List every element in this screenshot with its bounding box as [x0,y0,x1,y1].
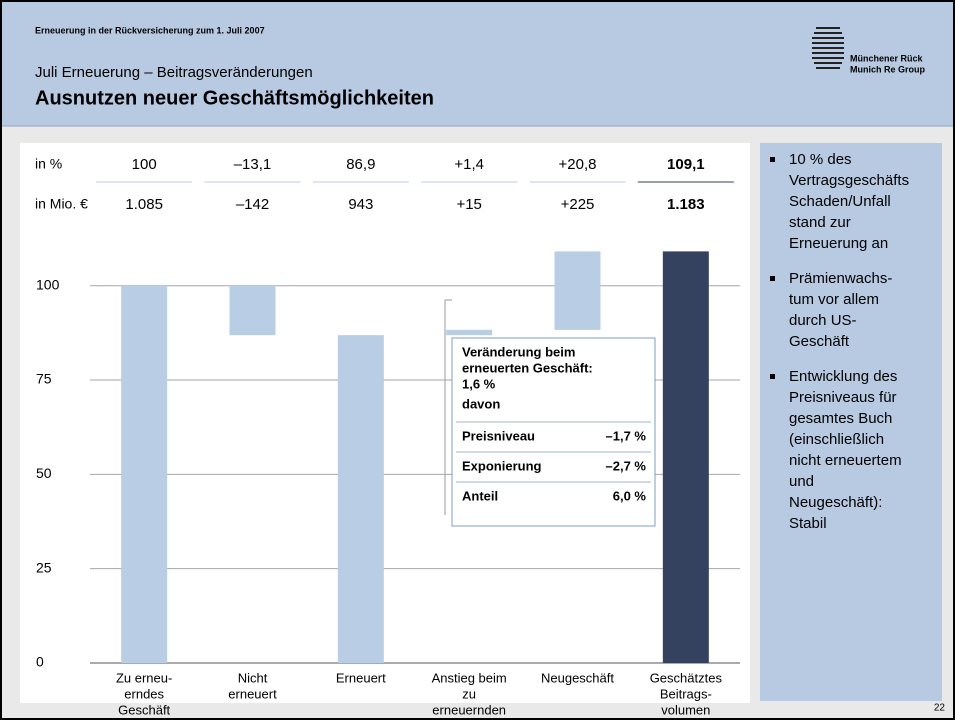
bullets: 10 % des Vertragsgeschäfts Schaden/Unfall s… [770,151,909,532]
x-tick-label: Geschätztes [650,670,723,685]
value-label: +1,4 [454,156,484,173]
annotation-frame [451,337,656,527]
bullet-text: tum vor allem [789,291,879,308]
bullet-text: und [789,473,814,490]
x-tick-label: Anstieg beim [432,670,507,685]
bullet-text: Prämienwachs- [789,270,892,287]
annotation-row-label: Preisniveau [462,428,535,443]
amount-label: +225 [561,196,595,213]
bullet-marker [770,374,775,379]
subtitle: Juli Erneuerung – Beitragsveränderungen [35,64,313,81]
x-tick-label: erneuernden [432,702,506,717]
bar [662,251,709,664]
bullet-text: nicht erneuertem [789,452,902,469]
logo-text: Münchener Rück [850,53,924,63]
amount-label: 1.085 [125,196,163,213]
value-label: 100 [132,156,157,173]
y-tick-label: 100 [36,276,60,292]
bullet-text: Preisniveaus für [789,389,897,406]
bullet-text: Entwicklung des [789,368,897,385]
y-tick-label: 75 [36,371,52,387]
annotation-title: erneuerten Geschäft: [462,360,593,375]
x-tick-label: erneuert [228,686,277,701]
bullet-text: Neugeschäft): [789,494,882,511]
x-tick-label: volumen [661,702,710,717]
amount-label: 1.183 [667,196,705,213]
bullet-text: stand zur [789,214,851,231]
bullet-text: Stabil [789,515,827,532]
chart: 0 25 50 75 100 in % in Mio. € 100 1.085 Zu erneu-… [35,156,740,720]
amount-label: 943 [348,196,373,213]
x-tick-label: Neugeschäft [541,670,614,685]
bullet-text: Geschäft [789,333,850,350]
y-tick-label: 0 [36,654,44,670]
x-tick-label: Geschäft [118,702,170,717]
annotation-title: 1,6 % [462,376,496,391]
bar [121,285,168,663]
annotation-row-value: 6,0 % [613,488,647,503]
bullet-text: 10 % des [789,151,852,168]
x-tick-label: Erneuert [336,670,386,685]
bar [337,335,384,663]
amount-label: –142 [236,196,269,213]
amount-label: +15 [456,196,481,213]
annotation-row-value: –2,7 % [606,458,647,473]
x-tick-label: Beitrags- [660,686,712,701]
header-band [0,0,955,126]
value-label: +20,8 [559,156,597,173]
bullet-text: Schaden/Unfall [789,193,891,210]
value-label: 109,1 [667,156,705,173]
logo-text: Munich Re Group [850,64,925,74]
bullet-marker [770,157,775,162]
bullet-text: durch US- [789,312,857,329]
bullet-text: Vertragsgeschäfts [789,172,909,189]
annotation-title: davon [462,396,500,411]
value-label: 86,9 [346,156,375,173]
x-tick-label: erndes [124,686,164,701]
bar [554,251,601,330]
bullet-text: Erneuerung an [789,235,888,252]
row-label: in Mio. € [35,196,88,212]
page-number: 22 [934,703,946,714]
row-label: in % [35,156,62,172]
bar [229,285,276,336]
bullet-marker [770,276,775,281]
annotation-title: Veränderung beim [462,344,575,359]
x-tick-label: zu [462,686,476,701]
title: Ausnutzen neuer Geschäftsmöglichkeiten [35,87,434,109]
y-tick-label: 25 [36,559,52,575]
bullet-panel [760,143,942,701]
annotation-row-label: Anteil [462,488,498,503]
y-tick-label: 50 [36,465,52,481]
annotation-row-label: Exponierung [462,458,542,473]
annotation-row-value: –1,7 % [606,428,647,443]
bullet-text: gesamtes Buch [789,410,892,427]
x-tick-label: Nicht [238,670,268,685]
bullet-text: (einschließlich [789,431,884,448]
value-label: –13,1 [234,156,272,173]
logo-mark [812,27,844,69]
x-tick-label: Zu erneu- [116,670,172,685]
bar [446,329,493,336]
kicker: Erneuerung in der Rückversicherung zum 1… [35,25,265,35]
